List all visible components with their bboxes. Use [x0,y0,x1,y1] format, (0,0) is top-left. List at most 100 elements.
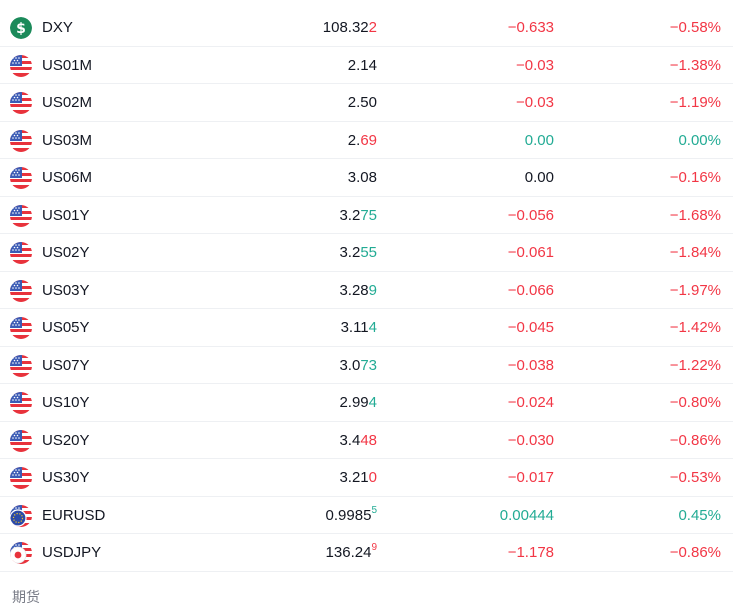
change-percent: 0.45% [678,506,721,524]
symbol-label: US02M [42,94,93,111]
last-price: 3.255 [339,244,377,262]
eu-us-flag-icon [10,504,32,527]
table-row-us01y[interactable]: US01Y 3.275 −0.056 −1.68% [0,197,733,234]
symbol-label: US20Y [42,431,90,449]
table-row-us20y[interactable]: US20Y 3.448 −0.030 −0.86% [0,422,733,459]
last-price-main: 3.4 [339,431,361,449]
last-price: 0.99855 [326,504,377,525]
change-value: −0.03 [516,56,554,74]
symbol-label: US03M [42,131,93,149]
change-value: −0.024 [507,394,554,411]
last-price: 3.275 [339,207,377,225]
change-value: 0.00444 [499,506,554,524]
us-flag-icon [10,92,32,114]
change-value: −0.061 [507,244,554,261]
us-flag-icon [10,317,32,339]
table-row-us10y[interactable]: US10Y 2.994 −0.024 −0.80% [0,384,733,422]
last-price: 3.448 [339,432,377,450]
change-value: −0.066 [507,281,554,299]
table-row-us02y[interactable]: US02Y 3.255 −0.061 −1.84% [0,234,733,272]
last-price: 2.69 [348,132,377,150]
last-price-main: 2. [347,131,361,149]
us-flag-icon [10,204,32,227]
change-value: −0.030 [507,431,554,449]
last-price-tail: 69 [360,131,377,149]
table-row-us03m[interactable]: US03M 2.69 0.00 0.00% [0,122,733,159]
dollar-sign-icon: $ [10,17,32,39]
last-price-tail: 4 [368,319,377,336]
change-percent: −0.86% [669,544,721,561]
us-flag-icon [10,467,32,489]
change-percent: −0.58% [669,19,721,36]
table-row-usdjpy[interactable]: USDJPY 136.249 −1.178 −0.86% [0,534,733,572]
last-price-tail: 4 [368,394,377,411]
last-price-main: 136.24 [325,544,372,561]
symbol-label: US30Y [42,469,90,486]
symbol-label: US02Y [42,244,90,261]
last-price-main: 2.50 [347,94,377,111]
symbol-label: US03Y [42,281,90,299]
us-flag-icon [10,167,32,189]
last-price-tail: 73 [360,356,377,374]
change-value: 0.00 [524,169,554,186]
last-price-tail: 5 [371,504,377,524]
last-price-tail: 75 [360,206,377,224]
symbol-label: USDJPY [42,544,102,561]
us-flag-icon [10,279,32,302]
last-price-main: 3.2 [339,244,361,261]
table-row-us02m[interactable]: US02M 2.50 −0.03 −1.19% [0,84,733,122]
last-price-main: 3.28 [339,281,369,299]
change-percent: −0.86% [669,431,721,449]
symbol-label: US06M [42,169,93,186]
table-row-us06m[interactable]: US06M 3.08 0.00 −0.16% [0,159,733,197]
last-price-main: 3.2 [339,206,361,224]
symbol-label: US07Y [42,356,90,374]
symbol-label: DXY [42,19,73,36]
symbol-label: US10Y [42,394,90,411]
change-percent: −0.80% [669,394,721,411]
last-price: 108.322 [323,19,377,37]
symbol-label: US01M [42,56,93,74]
us-flag-icon [10,429,32,452]
change-value: −0.017 [507,469,554,486]
last-price: 3.289 [339,282,377,300]
table-row-us01m[interactable]: US01M 2.14 −0.03 −1.38% [0,47,733,84]
last-price-main: 3.0 [339,356,361,374]
change-value: −0.056 [507,206,554,224]
table-row-us05y[interactable]: US05Y 3.114 −0.045 −1.42% [0,309,733,347]
change-percent: −1.42% [669,319,721,336]
us-flag-icon [10,242,32,264]
us-flag-icon [10,392,32,414]
change-percent: −1.38% [669,56,721,74]
table-row-dxy[interactable]: $ DXY 108.322 −0.633 −0.58% [0,9,733,47]
last-price-tail: 48 [360,431,377,449]
svg-text:$: $ [16,21,26,37]
change-percent: −1.68% [669,206,721,224]
change-value: −0.038 [507,356,554,374]
table-row-us30y[interactable]: US30Y 3.210 −0.017 −0.53% [0,459,733,497]
change-value: −1.178 [507,544,554,561]
last-price-main: 3.11 [340,319,369,336]
last-price: 2.14 [348,57,377,75]
last-price-tail: 55 [360,244,377,261]
table-row-us07y[interactable]: US07Y 3.073 −0.038 −1.22% [0,347,733,384]
last-price: 2.994 [339,394,377,412]
change-value: −0.03 [516,94,554,111]
change-percent: −0.16% [669,169,721,186]
last-price: 3.073 [339,357,377,375]
last-price: 3.210 [339,469,377,487]
last-price-main: 3.08 [347,169,377,186]
change-value: 0.00 [524,131,554,149]
us-jp-flag-icon [10,542,32,564]
table-row-us03y[interactable]: US03Y 3.289 −0.066 −1.97% [0,272,733,309]
change-percent: −0.53% [669,469,721,486]
last-price-main: 2.14 [347,56,377,74]
table-row-eurusd[interactable]: EURUSD 0.99855 0.00444 0.45% [0,497,733,534]
last-price-tail: 9 [371,543,377,561]
last-price-tail: 0 [368,469,377,486]
us-flag-icon [10,129,32,152]
us-flag-icon [10,54,32,77]
last-price-pip: 5 [371,504,377,516]
change-value: −0.633 [507,19,554,36]
last-price-main: 108.32 [322,19,369,36]
